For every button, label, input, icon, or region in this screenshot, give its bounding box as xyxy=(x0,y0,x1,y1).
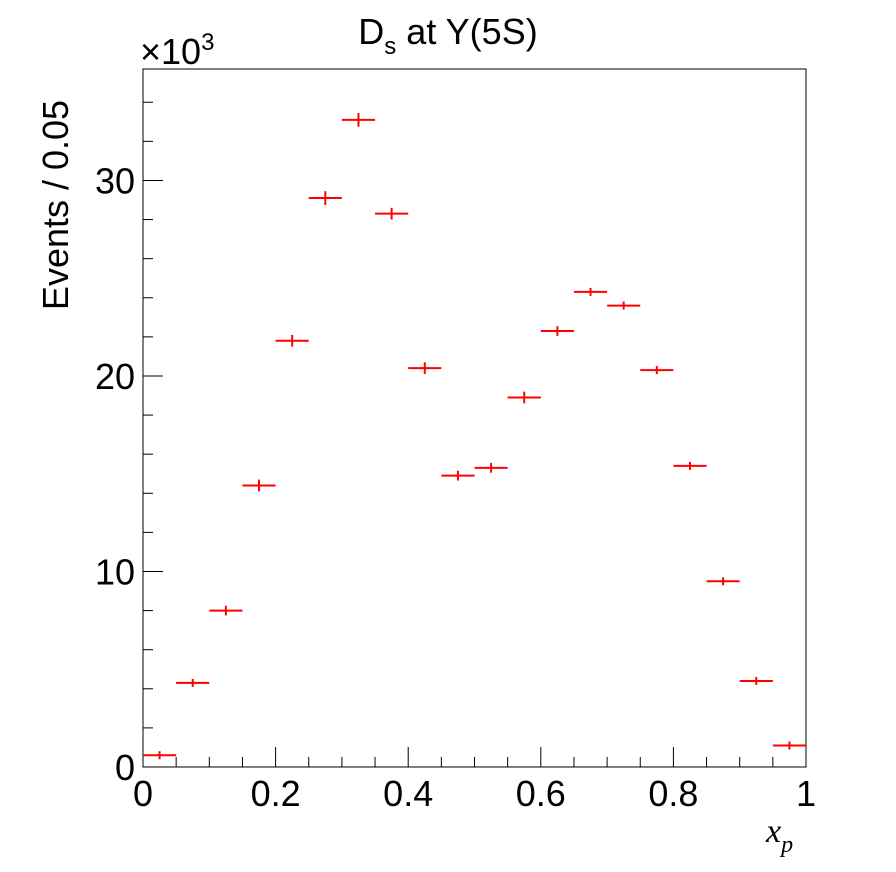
data-point xyxy=(640,366,674,375)
data-point xyxy=(739,676,773,685)
x-axis-label-sub: p xyxy=(779,832,793,858)
data-point xyxy=(341,112,376,127)
data-point xyxy=(408,362,442,375)
data-point xyxy=(308,191,342,205)
data-point xyxy=(772,741,806,750)
data-point xyxy=(209,605,243,616)
x-axis-label-main: x xyxy=(765,813,781,850)
x-tick-label: 0.8 xyxy=(648,773,698,814)
data-point xyxy=(573,287,608,296)
x-tick-label: 0.2 xyxy=(251,773,301,814)
data-point xyxy=(275,334,309,347)
data-point xyxy=(507,391,541,404)
x-tick-label: 0.6 xyxy=(516,773,566,814)
x-tick-label: 0 xyxy=(133,773,153,814)
data-point xyxy=(441,470,475,481)
plot-frame xyxy=(142,68,807,768)
chart-title: Ds at Y(5S) xyxy=(358,11,537,60)
y-axis-label: Events / 0.05 xyxy=(35,100,76,310)
chart-title-main: D xyxy=(358,11,384,52)
x-axis-label: xp xyxy=(765,813,793,858)
data-points xyxy=(143,112,806,760)
data-point xyxy=(607,301,641,310)
data-point xyxy=(176,678,210,687)
chart-title-sub: s xyxy=(384,33,396,60)
data-point xyxy=(143,751,177,760)
y-tick-label: 30 xyxy=(95,160,135,201)
y-multiplier-exp: 3 xyxy=(201,29,214,56)
data-point xyxy=(474,462,508,473)
x-tick-label: 1 xyxy=(796,773,816,814)
x-tick-label: 0.4 xyxy=(383,773,433,814)
data-point xyxy=(540,326,574,336)
chart-title-rest: at Y(5S) xyxy=(396,11,537,52)
y-tick-label: 0 xyxy=(115,747,135,788)
y-multiplier-prefix: ×10 xyxy=(140,31,201,72)
y-tick-label: 20 xyxy=(95,356,135,397)
data-point xyxy=(242,479,276,492)
data-point xyxy=(375,207,409,220)
y-multiplier: ×103 xyxy=(140,29,214,72)
data-point xyxy=(706,577,740,586)
y-tick-label: 10 xyxy=(95,551,135,592)
data-point xyxy=(673,461,707,470)
